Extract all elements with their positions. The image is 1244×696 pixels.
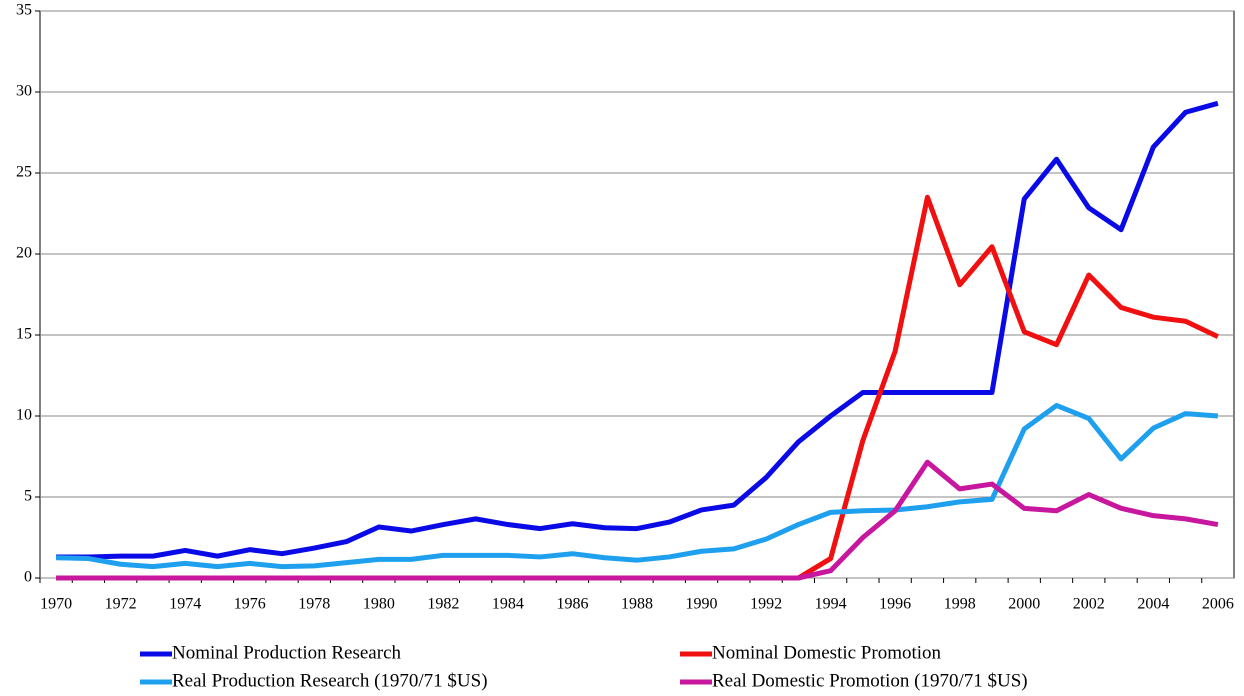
- y-tick-label: 0: [24, 569, 32, 586]
- y-tick-label: 25: [16, 164, 32, 181]
- x-tick-label: 1970: [40, 596, 72, 613]
- x-tick-label: 1980: [363, 596, 395, 613]
- legend-label: Nominal Production Research: [172, 642, 402, 663]
- legend-label: Nominal Domestic Promotion: [712, 642, 942, 663]
- x-tick-label: 2004: [1137, 596, 1169, 613]
- y-tick-label: 15: [16, 326, 32, 343]
- y-tick-label: 10: [16, 407, 32, 424]
- x-tick-label: 1992: [750, 596, 782, 613]
- x-tick-label: 1994: [815, 596, 847, 613]
- x-tick-label: 1974: [169, 596, 201, 613]
- y-tick-label: 30: [16, 83, 32, 100]
- x-tick-label: 1978: [298, 596, 330, 613]
- plot-frame: [39, 10, 1235, 579]
- x-tick-label: 1986: [556, 596, 588, 613]
- x-tick-label: 1998: [944, 596, 976, 613]
- series-line: [56, 100, 1219, 560]
- y-tick-label: 5: [24, 488, 32, 505]
- y-tick-label: 35: [16, 2, 32, 19]
- x-tick-label: 2002: [1073, 596, 1105, 613]
- x-tick-label: 1984: [492, 596, 524, 613]
- legend-label: Real Production Research (1970/71 $US): [172, 670, 488, 691]
- x-tick-label: 1996: [879, 596, 911, 613]
- y-tick-label: 20: [16, 245, 32, 262]
- x-tick-label: 1988: [621, 596, 653, 613]
- x-tick-label: 1990: [686, 596, 718, 613]
- series-line: [56, 402, 1219, 570]
- x-tick-label: 1976: [234, 596, 266, 613]
- x-tick-label: 1982: [427, 596, 459, 613]
- series-line: [56, 459, 1219, 581]
- x-tick-label: 2006: [1202, 596, 1234, 613]
- x-tick-label: 1972: [105, 596, 137, 613]
- x-tick-label: 2000: [1008, 596, 1040, 613]
- legend-label: Real Domestic Promotion (1970/71 $US): [712, 670, 1028, 691]
